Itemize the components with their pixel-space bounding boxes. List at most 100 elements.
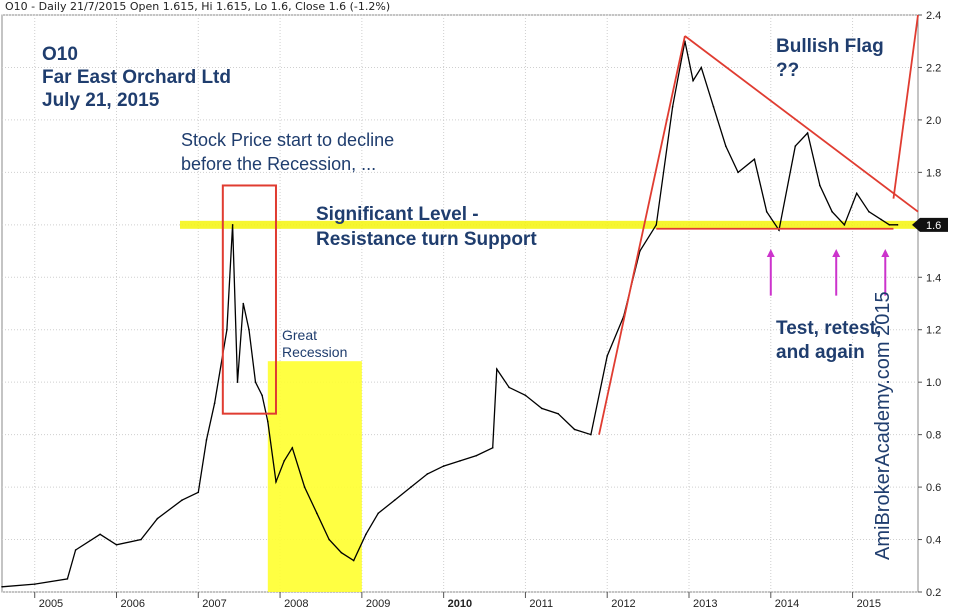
chart-header: O10 - Daily 21/7/2015 Open 1.615, Hi 1.6…: [5, 0, 391, 13]
retest-arrow-head: [766, 249, 775, 258]
price-point: [66, 578, 69, 580]
retest-arrow-head: [881, 249, 890, 258]
price-point: [496, 368, 498, 370]
price-point: [254, 381, 257, 383]
price-point: [671, 105, 674, 108]
x-tick-label: 2014: [775, 598, 799, 610]
test-note-line2: and again: [776, 342, 865, 363]
x-tick-label: 2008: [284, 598, 308, 610]
price-point: [1, 585, 3, 588]
price-point: [475, 454, 478, 457]
price-point: [140, 538, 142, 541]
y-tick-label: 2.4: [926, 10, 941, 22]
y-tick-label: 0.8: [926, 430, 941, 442]
price-point: [352, 559, 355, 562]
flag-note-line1: Bullish Flag: [776, 36, 884, 57]
price-point: [267, 420, 269, 423]
plot-area: [1, 14, 919, 593]
retest-arrow-head: [832, 249, 841, 258]
price-point: [692, 79, 694, 82]
y-tick-label: 2.2: [926, 62, 941, 74]
price-point: [655, 224, 658, 226]
price-point: [242, 302, 245, 305]
trend-line: [598, 35, 686, 435]
y-tick-label: 0.6: [926, 482, 941, 494]
price-point: [205, 439, 208, 441]
last-price-label: 1.6: [926, 220, 941, 232]
price-point: [261, 394, 263, 397]
price-point: [340, 551, 343, 554]
y-tick-label: 0.4: [926, 535, 941, 547]
price-point: [365, 533, 367, 536]
y-tick-label: 1.0: [926, 377, 941, 389]
price-point: [283, 460, 285, 462]
price-point: [213, 402, 216, 404]
x-tick-label: 2006: [121, 598, 145, 610]
price-point: [459, 460, 461, 462]
y-tick-label: 1.8: [926, 167, 941, 179]
price-point: [590, 433, 592, 436]
price-point: [806, 132, 809, 134]
price-point: [442, 465, 445, 467]
price-point: [831, 210, 833, 213]
price-point: [426, 473, 429, 475]
level-note-line1: Significant Level -: [316, 204, 479, 225]
price-point: [115, 543, 118, 546]
price-point: [33, 583, 36, 585]
flag-note-line2: ??: [776, 60, 800, 81]
price-point: [316, 512, 318, 515]
price-point: [778, 229, 780, 231]
x-tick-label: 2007: [202, 598, 226, 610]
price-point: [303, 486, 306, 488]
price-point: [880, 218, 882, 221]
x-tick-label: 2010: [448, 598, 472, 610]
price-point: [606, 355, 609, 357]
trend-line: [684, 35, 919, 213]
price-point: [753, 158, 756, 161]
price-point: [700, 66, 703, 69]
price-point: [156, 517, 159, 520]
test-note-line1: Test, retest,: [776, 318, 882, 339]
decline-note-line1: Stock Price start to decline: [181, 130, 395, 150]
price-point: [896, 224, 899, 226]
price-point: [508, 386, 510, 389]
price-point: [291, 446, 294, 449]
decline-note-line2: before the Recession, ...: [181, 154, 377, 174]
price-point: [855, 192, 858, 195]
y-tick-label: 2.0: [926, 115, 941, 127]
price-point: [197, 491, 200, 494]
date-label: July 21, 2015: [42, 90, 160, 111]
price-point: [712, 105, 715, 108]
price-point: [410, 486, 412, 488]
y-tick-label: 1.2: [926, 325, 941, 337]
price-point: [74, 549, 77, 551]
level-note-line2: Resistance turn Support: [316, 229, 537, 250]
x-tick-label: 2005: [39, 598, 63, 610]
x-tick-label: 2009: [366, 598, 390, 610]
price-point: [765, 210, 768, 213]
price-point: [524, 394, 527, 397]
price-point: [377, 512, 380, 515]
price-point: [725, 145, 727, 147]
x-tick-label: 2015: [857, 598, 881, 610]
price-point: [557, 412, 559, 415]
price-point: [236, 381, 239, 383]
y-tick-label: 1.4: [926, 272, 941, 284]
price-point: [275, 481, 277, 483]
company-label: Far East Orchard Ltd: [42, 67, 231, 88]
x-tick-label: 2011: [529, 598, 553, 610]
last-price-marker: [912, 217, 948, 232]
price-point: [99, 533, 101, 536]
watermark-text: AmiBrokerAcademy.com 2015: [872, 291, 894, 560]
price-point: [181, 499, 183, 502]
y-tick-label: 0.2: [926, 587, 941, 599]
price-point: [226, 328, 228, 331]
price-point: [231, 224, 234, 226]
price-point: [573, 428, 576, 431]
price-point: [248, 328, 250, 331]
trend-line: [892, 14, 919, 199]
price-point: [888, 224, 891, 226]
recession-label-line1: Great: [282, 327, 318, 343]
